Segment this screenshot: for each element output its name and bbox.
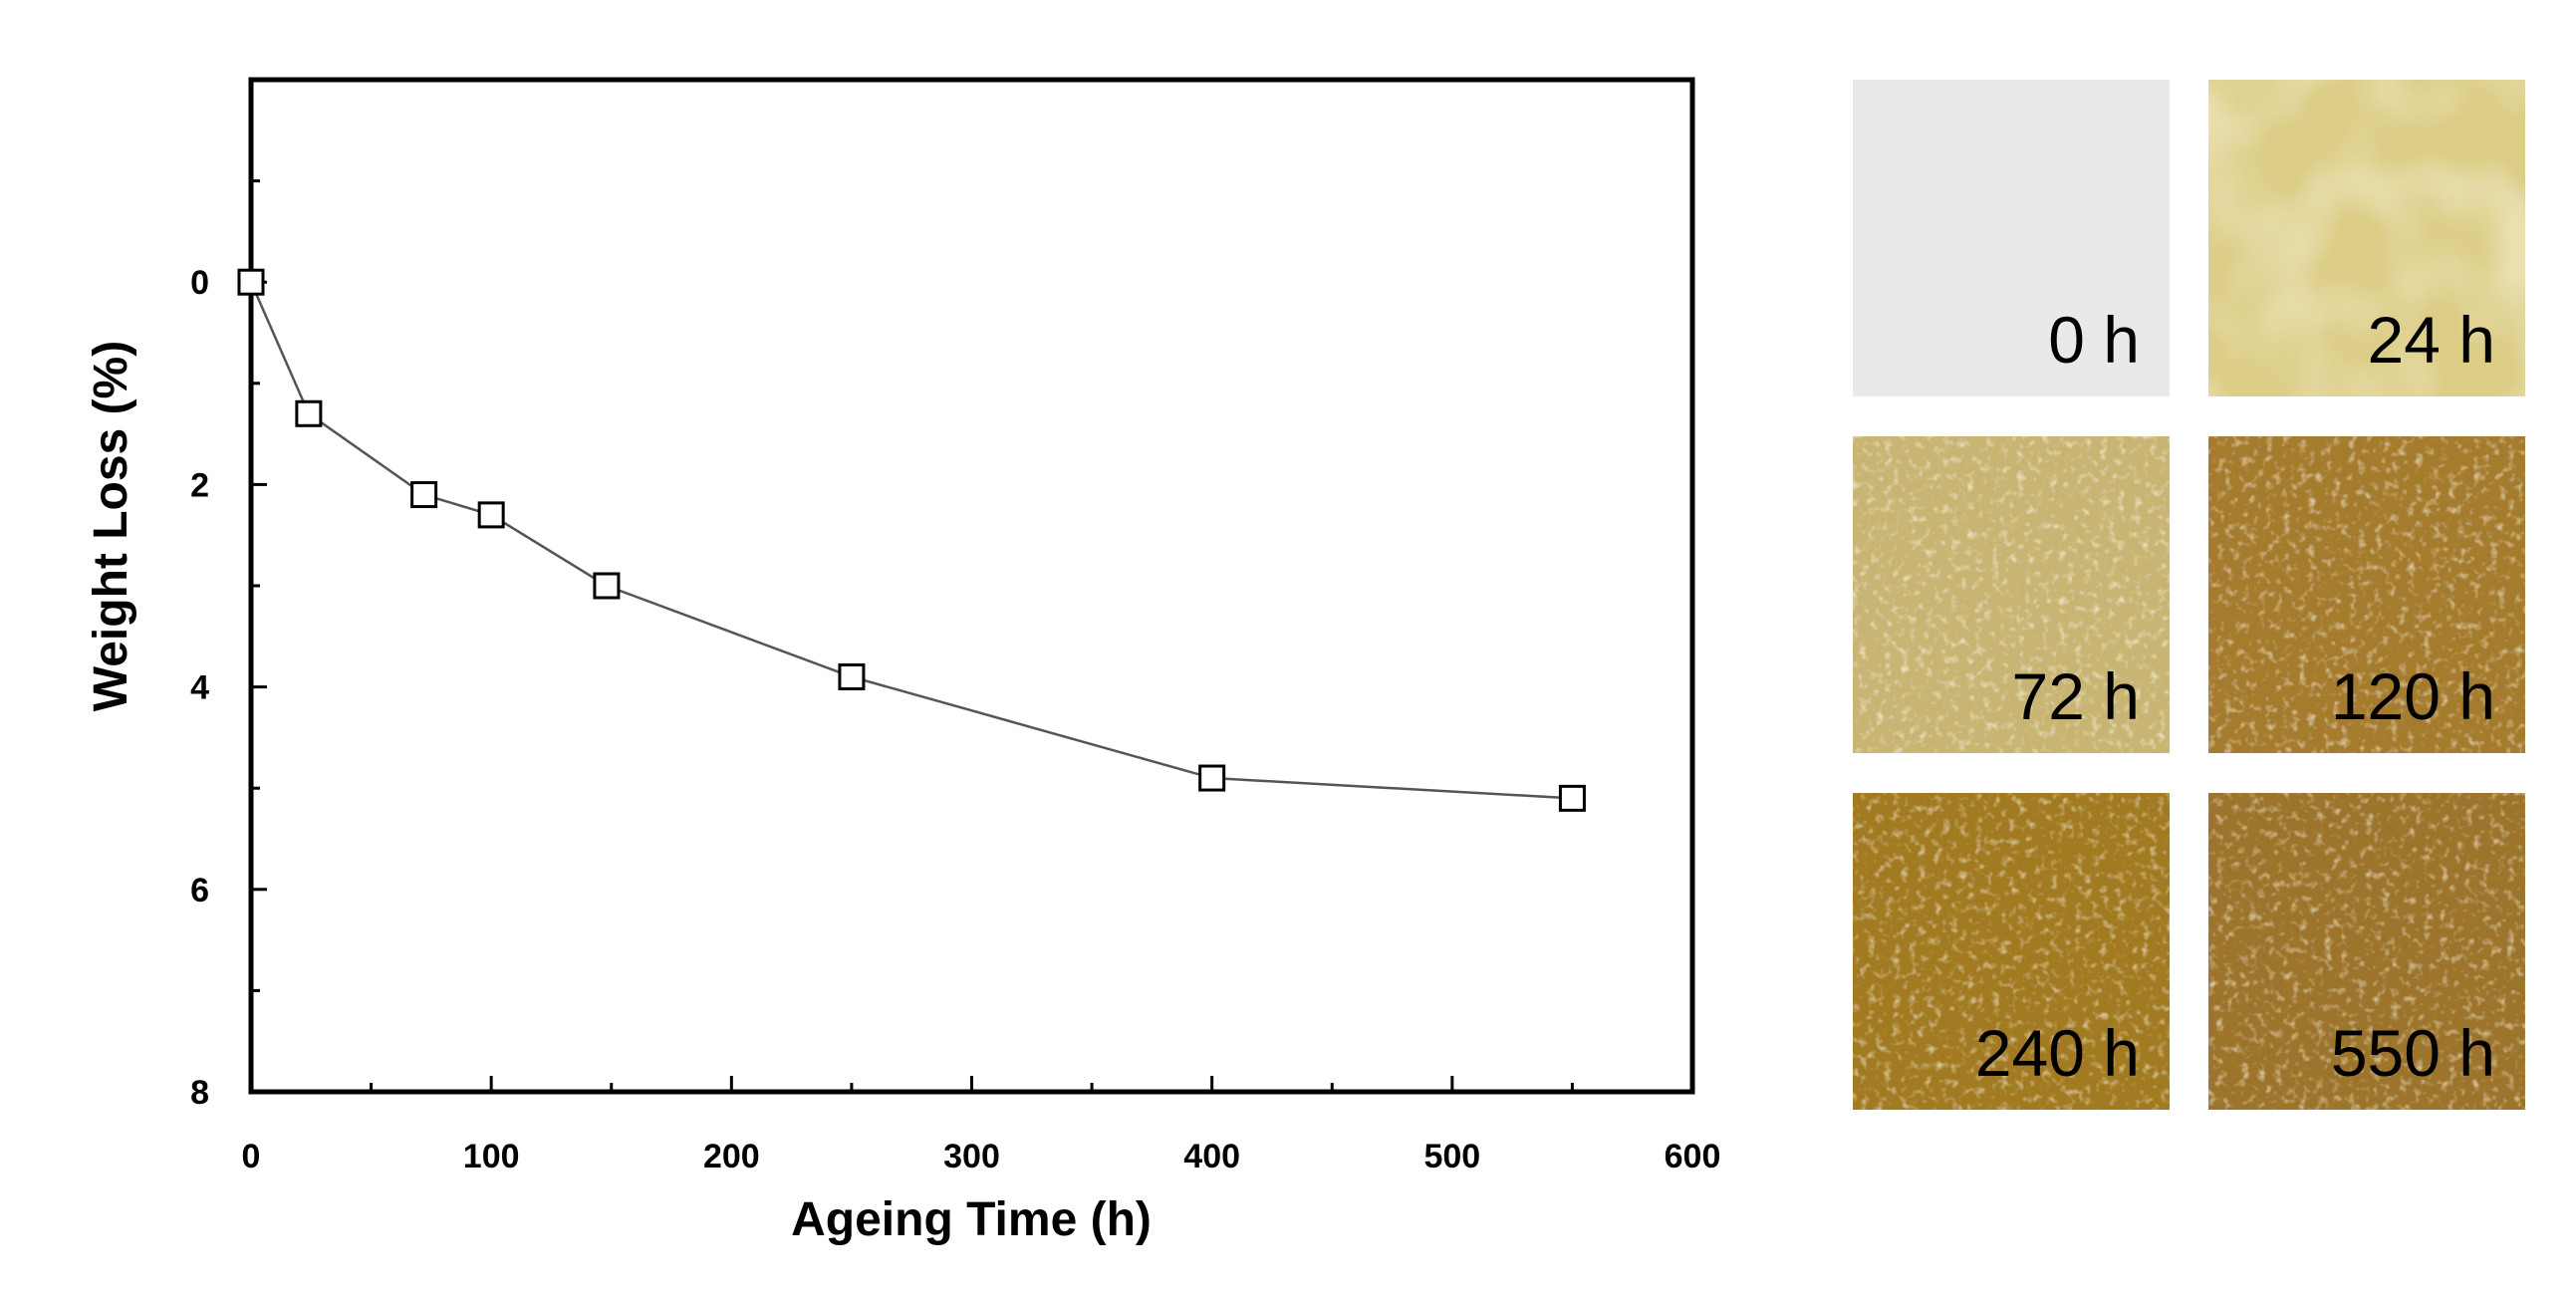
plot-frame bbox=[248, 77, 1695, 1095]
data-point-marker bbox=[477, 501, 505, 529]
x-tick-label: 300 bbox=[943, 1138, 1000, 1175]
data-point-marker bbox=[1198, 764, 1226, 792]
series-markers bbox=[237, 268, 1586, 812]
sample-photo-tile: 120 h bbox=[2208, 436, 2525, 753]
sample-photo-tile: 72 h bbox=[1853, 436, 2170, 753]
sample-photo-label: 24 h bbox=[2368, 303, 2495, 377]
photo-panel: 0 h 24 h 72 h 120 h 240 h 550 h bbox=[1853, 80, 2525, 1110]
sample-photo-tile: 550 h bbox=[2208, 793, 2525, 1110]
sample-photo-label: 550 h bbox=[2331, 1016, 2495, 1090]
data-point-marker bbox=[295, 399, 323, 427]
sample-photo-texture bbox=[2208, 793, 2525, 1110]
data-point-marker bbox=[410, 481, 438, 509]
sample-photo-label: 120 h bbox=[2331, 659, 2495, 733]
x-axis-ticks bbox=[370, 1076, 1574, 1092]
y-axis-tick-labels: 0 2 4 6 8 bbox=[190, 264, 209, 1112]
data-point-marker bbox=[838, 662, 866, 690]
x-tick-label: 600 bbox=[1665, 1138, 1721, 1175]
sample-photo-tile: 0 h bbox=[1853, 80, 2170, 396]
y-tick-label: 4 bbox=[190, 669, 209, 707]
series-line bbox=[249, 281, 1573, 800]
sample-photo-label: 72 h bbox=[2012, 659, 2140, 733]
x-tick-label: 500 bbox=[1423, 1138, 1480, 1175]
sample-photo-texture bbox=[1853, 793, 2170, 1110]
x-tick-label: 0 bbox=[242, 1138, 261, 1175]
x-tick-label: 400 bbox=[1183, 1138, 1240, 1175]
sample-photo-tile: 24 h bbox=[2208, 80, 2525, 396]
data-point-marker bbox=[237, 268, 265, 296]
data-point-marker bbox=[1558, 784, 1586, 812]
weight-loss-chart: 0 100 200 300 400 500 600 0 2 4 6 8 Ageing Time (h… bbox=[85, 77, 1721, 1246]
y-tick-label: 6 bbox=[190, 872, 209, 909]
y-tick-label: 0 bbox=[190, 264, 209, 302]
y-tick-label: 2 bbox=[190, 466, 209, 504]
sample-photo-tile: 240 h bbox=[1853, 793, 2170, 1110]
y-axis-title: Weight Loss (%) bbox=[85, 341, 137, 711]
sample-photo-texture bbox=[2208, 80, 2525, 396]
sample-photo-label: 240 h bbox=[1975, 1016, 2140, 1090]
sample-photo bbox=[1853, 80, 2170, 396]
sample-photo-texture bbox=[1853, 436, 2170, 753]
x-tick-label: 100 bbox=[463, 1138, 520, 1175]
data-point-marker bbox=[593, 572, 621, 600]
y-tick-label: 8 bbox=[190, 1074, 209, 1112]
x-axis-tick-labels: 0 100 200 300 400 500 600 bbox=[242, 1138, 1721, 1175]
sample-photo-label: 0 h bbox=[2048, 303, 2140, 377]
x-tick-label: 200 bbox=[703, 1138, 760, 1175]
x-axis-title: Ageing Time (h) bbox=[791, 1193, 1152, 1246]
sample-photo-texture bbox=[2208, 436, 2525, 753]
